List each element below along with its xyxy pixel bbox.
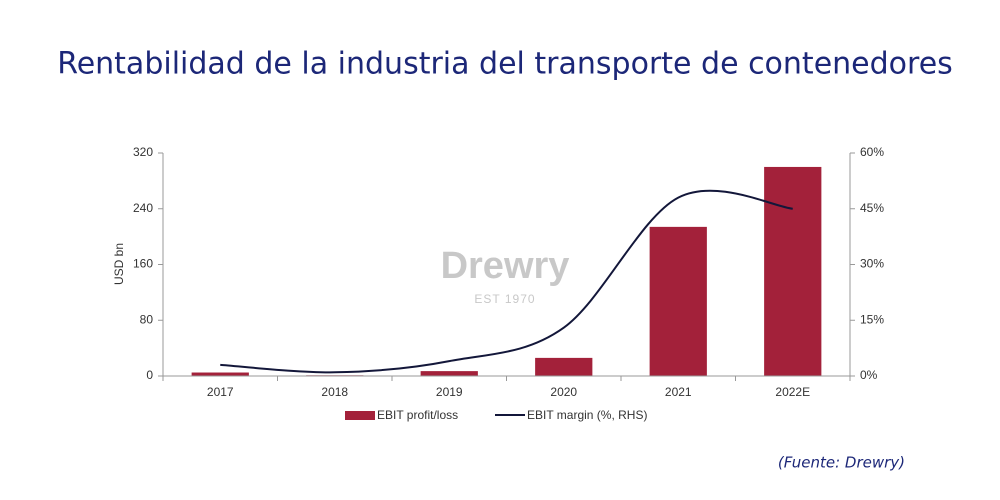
x-tick-label: 2017 <box>207 385 234 399</box>
y-tick-label: 320 <box>133 145 153 159</box>
y-tick-label: 240 <box>133 201 153 215</box>
source: (Fuente: Drewry) <box>778 454 905 472</box>
legend-swatch <box>345 411 375 420</box>
watermark: Drewry <box>441 245 570 287</box>
y2-tick-label: 45% <box>860 201 884 215</box>
y-axis-label: USD bn <box>112 243 126 285</box>
bar <box>191 372 249 376</box>
x-tick-label: 2018 <box>321 385 348 399</box>
x-tick-label: 2021 <box>665 385 692 399</box>
y2-tick-label: 30% <box>860 257 884 271</box>
watermark: EST 1970 <box>474 292 535 306</box>
x-tick-label: 2020 <box>550 385 577 399</box>
y2-tick-label: 60% <box>860 145 884 159</box>
y-tick-label: 0 <box>146 368 153 382</box>
legend-label: EBIT profit/loss <box>377 408 458 422</box>
chart-title: Rentabilidad de la industria del transpo… <box>57 47 953 82</box>
bar <box>764 166 822 376</box>
legend-label: EBIT margin (%, RHS) <box>527 408 647 422</box>
bar <box>420 371 478 376</box>
y2-tick-label: 0% <box>860 368 878 382</box>
y-tick-label: 80 <box>140 312 154 326</box>
x-tick-label: 2022E <box>775 385 810 399</box>
y2-tick-label: 15% <box>860 312 884 326</box>
bar <box>535 357 593 376</box>
line <box>220 189 793 374</box>
bar <box>649 226 707 376</box>
y-tick-label: 160 <box>133 257 153 271</box>
x-tick-label: 2019 <box>436 385 463 399</box>
